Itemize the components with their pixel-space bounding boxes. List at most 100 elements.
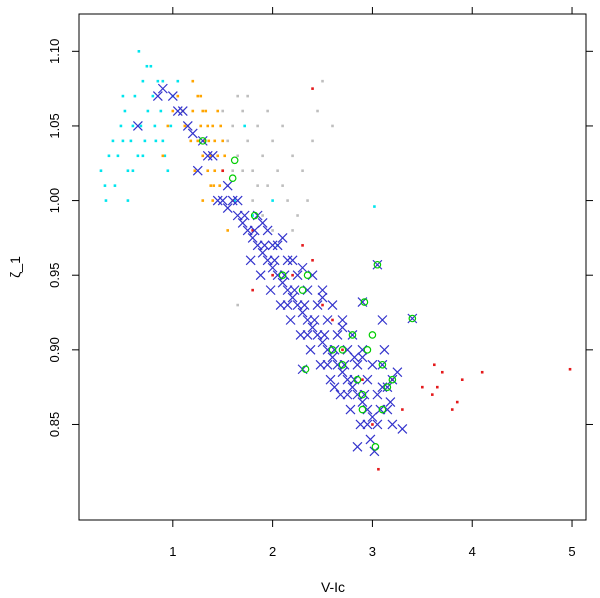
data-point [256, 124, 259, 128]
data-point [432, 363, 436, 367]
data-point [281, 124, 284, 128]
data-point [282, 300, 293, 310]
data-point [243, 124, 246, 128]
x-tick-label: 4 [469, 544, 476, 559]
data-point [316, 109, 319, 113]
y-tick-label: 1.00 [47, 188, 62, 213]
data-point [363, 346, 372, 354]
data-point [211, 124, 215, 128]
data-point [262, 225, 273, 236]
data-point [347, 382, 358, 393]
data-point [221, 139, 225, 143]
data-point [267, 262, 278, 273]
data-point [349, 352, 360, 363]
data-point [226, 229, 230, 232]
data-point [372, 259, 383, 270]
data-point [257, 247, 268, 258]
data-point [382, 382, 393, 393]
data-point [143, 139, 147, 143]
data-point [176, 79, 180, 83]
data-point [311, 258, 314, 262]
data-point [152, 91, 163, 102]
data-point [277, 232, 288, 243]
data-point [305, 344, 316, 355]
plot-frame [78, 13, 587, 521]
data-point [213, 139, 217, 143]
x-tick-label: 3 [369, 544, 376, 559]
data-point [257, 218, 268, 228]
data-point [353, 375, 362, 384]
data-point [129, 139, 133, 143]
data-point [131, 169, 135, 173]
data-point [287, 292, 298, 303]
data-point [291, 154, 294, 158]
data-point [161, 139, 165, 143]
data-point [222, 180, 233, 191]
data-point [203, 139, 207, 143]
data-point [321, 303, 324, 307]
data-point [145, 64, 149, 68]
data-point [228, 174, 237, 182]
data-point [435, 385, 439, 389]
data-point [355, 419, 366, 430]
data-point [209, 184, 213, 187]
y-tick-label: 0.90 [47, 337, 62, 362]
data-point [299, 300, 310, 310]
data-point [377, 359, 388, 370]
data-point [378, 360, 387, 369]
x-tick-label: 1 [169, 544, 176, 559]
data-point [450, 408, 454, 411]
data-point [121, 94, 125, 98]
data-point [199, 124, 203, 128]
data-point [392, 367, 403, 378]
data-point [302, 315, 313, 325]
data-point [297, 262, 308, 273]
data-point [99, 169, 103, 173]
data-point [269, 255, 280, 266]
data-point [297, 307, 308, 318]
data-point [182, 121, 193, 131]
data-point [236, 94, 239, 98]
data-point [365, 434, 376, 445]
data-point [342, 389, 353, 400]
data-point [207, 139, 211, 143]
data-point [285, 315, 296, 325]
data-point [455, 400, 459, 404]
data-point [282, 285, 293, 296]
data-point [302, 329, 313, 340]
data-point [352, 359, 363, 370]
data-point [421, 385, 424, 389]
data-point [317, 285, 328, 296]
data-point [277, 277, 288, 288]
data-point [251, 288, 254, 292]
data-point [236, 303, 239, 307]
data-point [239, 210, 250, 221]
data-point [199, 94, 203, 98]
data-point [327, 352, 338, 363]
data-point [166, 124, 170, 128]
data-point [131, 124, 135, 128]
data-point [377, 467, 380, 471]
data-point [373, 260, 382, 269]
data-point [216, 154, 220, 158]
data-point [361, 378, 364, 381]
data-point [337, 315, 348, 325]
data-point [204, 109, 208, 113]
data-point [230, 156, 239, 165]
series-3 [221, 87, 572, 471]
data-point [154, 139, 158, 143]
data-point [242, 225, 253, 236]
data-point [201, 199, 205, 202]
data-point [189, 139, 193, 143]
points-layer [99, 50, 572, 471]
data-point [321, 79, 324, 83]
data-point [236, 154, 239, 158]
data-point [312, 300, 323, 310]
data-point [259, 240, 270, 251]
data-point [266, 109, 269, 113]
data-point [111, 139, 115, 143]
data-point [251, 169, 254, 173]
data-point [362, 419, 373, 430]
data-point [256, 184, 259, 187]
data-point [275, 300, 286, 310]
